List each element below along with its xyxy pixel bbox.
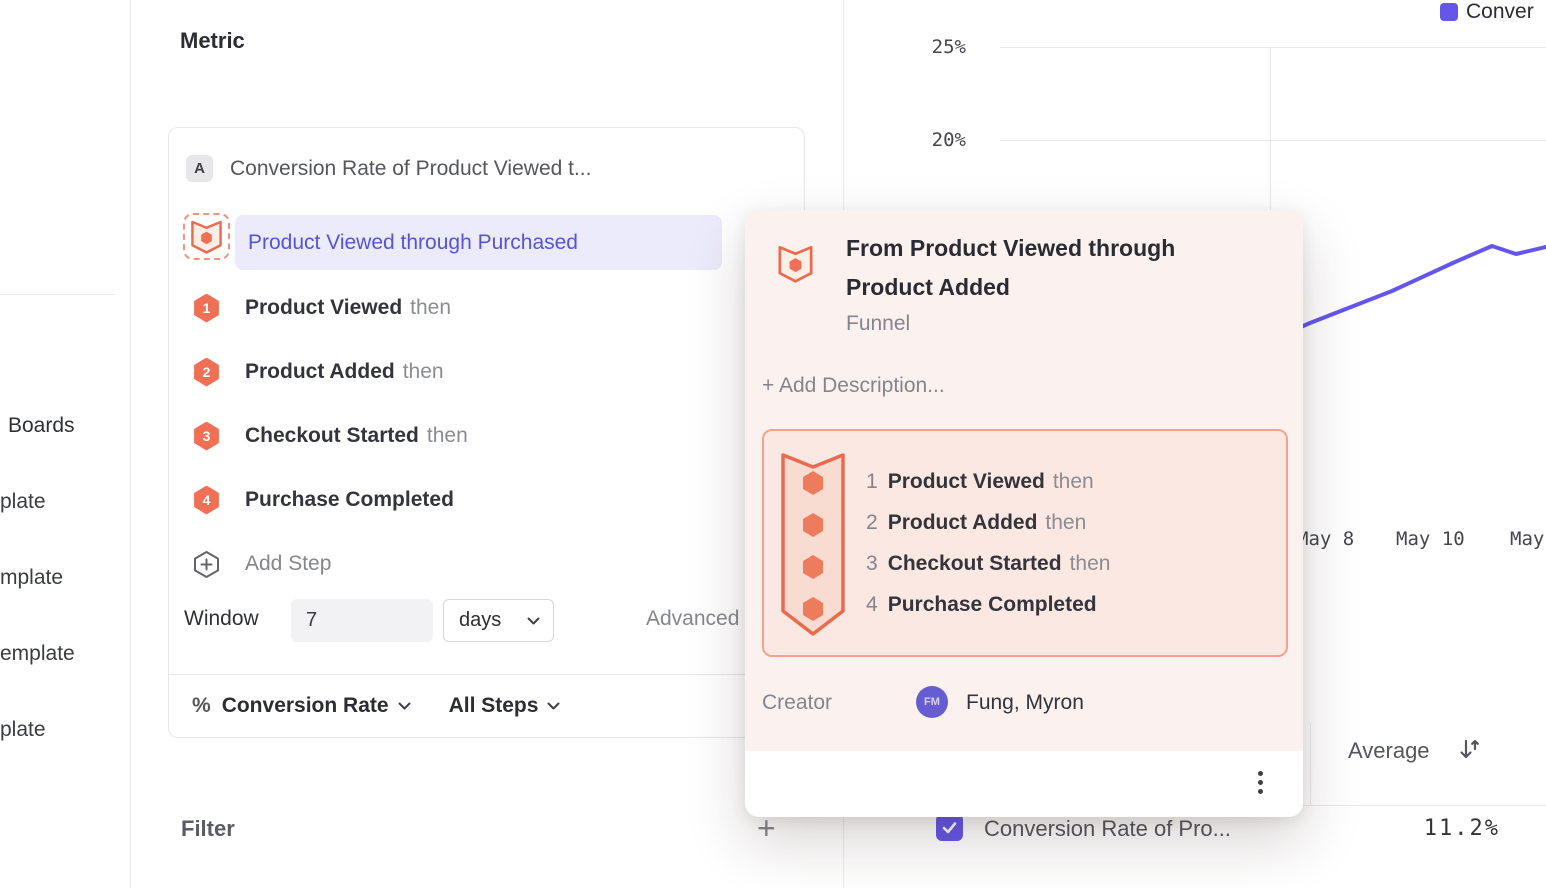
metric-section-title: Metric [180, 28, 245, 53]
chevron-down-icon[interactable] [398, 702, 411, 710]
add-step-icon [194, 550, 219, 578]
popover-step-2-suffix: then [1045, 510, 1087, 534]
legend-label[interactable]: Conver [1466, 0, 1534, 23]
gridline-20 [1000, 140, 1546, 141]
popover-step-1: 1 Product Viewed then [866, 461, 1110, 502]
measure-dropdown[interactable]: Conversion Rate [221, 694, 389, 717]
measure-controls: % Conversion Rate All Steps [192, 675, 560, 737]
table-row-label[interactable]: Conversion Rate of Pro... [984, 816, 1232, 841]
sort-icon[interactable] [1456, 736, 1484, 764]
steps-scope-dropdown[interactable]: All Steps [448, 694, 539, 717]
table-row-average-value: 11.2% [1423, 816, 1500, 841]
add-step-label: Add Step [245, 552, 332, 575]
popover-step-4-name: Purchase Completed [887, 592, 1097, 616]
popover-step-2-num: 2 [866, 510, 878, 534]
funnel-step-2[interactable]: 2 Product Added then [193, 352, 444, 392]
funnel-details-popover: From Product Viewed through Product Adde… [745, 210, 1303, 817]
popover-step-3-name: Checkout Started [887, 551, 1062, 575]
popover-step-3: 3 Checkout Started then [866, 543, 1110, 584]
metric-series-badge: A [186, 155, 213, 182]
x-tick-may12: May [1510, 528, 1545, 550]
popover-step-3-suffix: then [1069, 551, 1111, 575]
sidebar-item-template-3[interactable]: emplate [0, 642, 75, 665]
kebab-menu-icon[interactable] [1258, 767, 1263, 798]
selected-funnel-label: Product Viewed through Purchased [248, 230, 578, 254]
add-description-link[interactable]: + Add Description... [762, 374, 945, 397]
creator-avatar: FM [916, 686, 948, 718]
popover-step-3-num: 3 [866, 551, 878, 575]
advanced-link[interactable]: Advanced [646, 607, 740, 630]
add-filter-button[interactable]: + [757, 810, 776, 846]
popover-step-1-name: Product Viewed [887, 469, 1045, 493]
selected-funnel-event[interactable]: Product Viewed through Purchased [235, 215, 722, 270]
funnel-steps-card: 1 Product Viewed then 2 Product Added th… [762, 429, 1288, 657]
step-3-suffix: then [426, 424, 468, 447]
funnel-step-3[interactable]: 3 Checkout Started then [193, 416, 468, 456]
step-1-suffix: then [410, 296, 452, 319]
step-4-number-icon: 4 [194, 485, 219, 515]
sidebar-divider [0, 294, 115, 295]
table-column-divider [1310, 723, 1311, 805]
metric-card: A Conversion Rate of Product Viewed t...… [168, 127, 805, 738]
funnel-icon [191, 220, 222, 254]
step-3-name: Checkout Started [245, 424, 419, 447]
popover-footer [745, 751, 1303, 817]
table-header-average[interactable]: Average [1348, 738, 1430, 763]
step-2-name: Product Added [245, 360, 395, 383]
row-checkbox[interactable] [936, 814, 963, 841]
sidebar-item-template-1[interactable]: plate [0, 490, 46, 513]
popover-title: From Product Viewed through Product Adde… [846, 235, 1176, 300]
card-divider [169, 674, 804, 675]
funnel-event-icon[interactable] [183, 213, 230, 260]
step-1-number-icon: 1 [194, 293, 219, 323]
popover-step-4-num: 4 [866, 592, 878, 616]
y-tick-25: 25% [931, 36, 966, 58]
window-label: Window [184, 607, 259, 630]
funnel-icon [777, 243, 814, 289]
sidebar: Boards plate mplate emplate plate [0, 0, 131, 888]
x-tick-may8: May 8 [1297, 528, 1355, 550]
x-tick-may10: May 10 [1396, 528, 1465, 550]
sidebar-item-template-4[interactable]: plate [0, 718, 46, 741]
window-input[interactable] [291, 599, 433, 642]
chevron-down-icon[interactable] [547, 702, 560, 710]
funnel-steps-icon [779, 446, 847, 647]
gridline-25 [1000, 47, 1546, 48]
creator-name: Fung, Myron [966, 691, 1084, 714]
percent-icon: % [192, 694, 211, 717]
popover-step-2: 2 Product Added then [866, 502, 1110, 543]
creator-label: Creator [762, 691, 833, 714]
step-2-number-icon: 2 [194, 357, 219, 387]
popover-step-1-num: 1 [866, 469, 878, 493]
sidebar-item-template-2[interactable]: mplate [0, 566, 64, 589]
window-unit-dropdown[interactable]: days [443, 599, 554, 642]
step-3-number-icon: 3 [194, 421, 219, 451]
add-step-button[interactable]: Add Step [193, 544, 331, 584]
y-tick-20: 20% [931, 129, 966, 151]
checkmark-icon [942, 822, 957, 834]
popover-step-2-name: Product Added [887, 510, 1038, 534]
filter-section-title: Filter [181, 816, 235, 841]
step-1-name: Product Viewed [245, 296, 403, 319]
popover-type-label: Funnel [846, 312, 911, 335]
chevron-down-icon [527, 617, 540, 624]
popover-step-1-suffix: then [1052, 469, 1094, 493]
funnel-step-1[interactable]: 1 Product Viewed then [193, 288, 451, 328]
sidebar-item-boards[interactable]: Boards [8, 414, 75, 437]
metric-name[interactable]: Conversion Rate of Product Viewed t... [230, 157, 592, 180]
step-2-suffix: then [402, 360, 444, 383]
legend-swatch[interactable] [1440, 3, 1458, 21]
popover-steps-list: 1 Product Viewed then 2 Product Added th… [866, 461, 1110, 625]
funnel-step-4[interactable]: 4 Purchase Completed [193, 480, 462, 520]
window-unit-value: days [459, 609, 502, 631]
step-4-name: Purchase Completed [245, 488, 454, 511]
popover-step-4: 4 Purchase Completed [866, 584, 1110, 625]
